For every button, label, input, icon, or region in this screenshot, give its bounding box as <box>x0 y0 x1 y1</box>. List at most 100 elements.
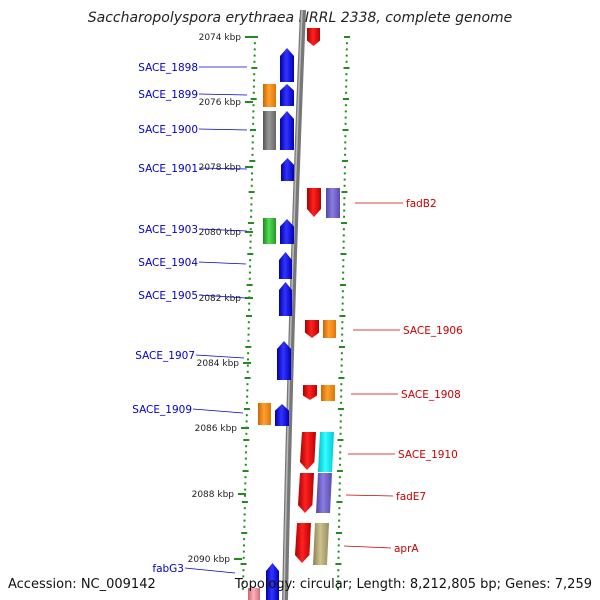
ruler-tick-right <box>339 451 342 454</box>
ruler-tick-left <box>247 339 250 342</box>
ruler-tick-right <box>338 513 341 516</box>
ruler-tick-right <box>337 544 340 547</box>
ruler-tick-right <box>344 110 347 113</box>
gene-label-left[interactable]: SACE_1909 <box>132 404 192 416</box>
ruler-tick-right <box>336 470 343 472</box>
ruler-tick-right <box>339 426 342 429</box>
ruler-tick-left <box>245 432 248 435</box>
gene-label-left[interactable]: SACE_1907 <box>135 350 195 362</box>
gene-label-left[interactable]: fabG3 <box>152 563 184 575</box>
gene-leader-line <box>198 167 248 170</box>
gene-label-right[interactable]: fadE7 <box>396 491 426 503</box>
ruler-tick-right <box>342 228 345 231</box>
gene-label-right[interactable]: SACE_1910 <box>398 449 458 461</box>
ruler-tick-left <box>247 222 254 224</box>
ruler-tick-right <box>337 550 340 553</box>
ruler-tick-left <box>242 569 245 572</box>
ruler-tick-right <box>342 265 345 268</box>
gene-leader-line <box>198 128 248 131</box>
ruler-tick-right <box>335 563 342 565</box>
gene-box-fadE7-partner <box>316 473 332 513</box>
ruler-tick-left <box>245 445 248 448</box>
ruler-tick-right <box>342 246 345 249</box>
ruler-tick-right <box>339 420 342 423</box>
genome-backbone <box>282 9 306 600</box>
gene-arrow-SACE_1906 <box>305 320 319 338</box>
ruler-tick-right <box>335 532 342 534</box>
gene-label-left[interactable]: SACE_1898 <box>138 62 198 74</box>
ruler-tick-left <box>244 377 251 379</box>
ruler-tick-left <box>242 581 245 584</box>
gene-label-right[interactable]: SACE_1906 <box>403 325 463 337</box>
ruler-tick-left <box>252 116 255 119</box>
gene-label-right[interactable]: SACE_1908 <box>401 389 461 401</box>
ruler-tick-right <box>337 408 344 410</box>
gene-arrow-top <box>307 28 320 46</box>
ruler-tick-left <box>251 67 258 69</box>
gene-label-left[interactable]: SACE_1901 <box>138 163 198 175</box>
ruler-tick-left <box>244 457 247 460</box>
ruler-tick-right <box>337 587 340 590</box>
ruler-tick-left <box>245 346 252 348</box>
ruler-tick-left <box>253 54 256 57</box>
gene-label-right[interactable]: aprA <box>394 543 419 555</box>
ruler-tick-right <box>341 296 344 299</box>
ruler-tick-left <box>247 321 250 324</box>
kbp-mark-tick <box>243 362 251 364</box>
ruler-tick-left <box>248 308 251 311</box>
ruler-tick-left <box>245 420 248 423</box>
gene-box-SACE_1899-partner <box>263 84 276 107</box>
ruler-tick-left <box>244 463 247 466</box>
gene-arrow-SACE_1910 <box>300 432 316 470</box>
gene-features <box>248 28 340 600</box>
ruler-tick-left <box>249 259 252 262</box>
gene-arrow-SACE_1904 <box>279 252 292 279</box>
gene-label-right[interactable]: fadB2 <box>406 198 437 210</box>
ruler-tick-right <box>338 488 341 491</box>
ruler-tick-left <box>253 42 256 45</box>
gene-label-left[interactable]: SACE_1904 <box>138 257 198 269</box>
kbp-ruler <box>240 36 350 590</box>
ruler-tick-right <box>337 439 344 441</box>
ruler-tick-left <box>243 507 246 510</box>
ruler-tick-right <box>345 85 348 88</box>
ruler-tick-right <box>343 203 346 206</box>
gene-leader-line <box>198 294 247 299</box>
gene-label-left[interactable]: SACE_1899 <box>138 89 198 101</box>
ruler-tick-right <box>344 116 347 119</box>
gene-label-left[interactable]: SACE_1900 <box>138 124 198 136</box>
ruler-tick-left <box>251 147 254 150</box>
gene-leader-line <box>198 261 247 265</box>
kbp-mark-label: 2090 kbp <box>188 555 231 565</box>
gene-label-left[interactable]: SACE_1903 <box>138 224 198 236</box>
ruler-tick-left <box>251 135 254 138</box>
ruler-tick-left <box>244 451 247 454</box>
ruler-tick-left <box>250 184 253 187</box>
ruler-tick-right <box>340 370 343 373</box>
gene-label-left[interactable]: SACE_1905 <box>138 290 198 302</box>
ruler-tick-left <box>253 79 256 82</box>
ruler-tick-right <box>344 135 347 138</box>
kbp-mark-tick <box>245 231 253 233</box>
ruler-tick-right <box>340 389 343 392</box>
ruler-tick-left <box>252 36 258 38</box>
ruler-tick-right <box>344 153 347 156</box>
ruler-tick-right <box>342 240 345 243</box>
gene-arrow-SACE_1909 <box>275 404 289 426</box>
ruler-tick-left <box>245 414 248 417</box>
gene-arrow-SACE_1905 <box>279 282 292 316</box>
ruler-tick-right <box>342 234 345 237</box>
ruler-tick-right <box>343 166 346 169</box>
ruler-tick-right <box>341 321 344 324</box>
ruler-tick-left <box>246 401 249 404</box>
ruler-tick-right <box>345 91 348 94</box>
ruler-tick-right <box>345 60 348 63</box>
kbp-mark-label: 2082 kbp <box>199 294 242 304</box>
ruler-tick-left <box>248 191 255 193</box>
gene-arrow-fabG3 <box>266 563 279 600</box>
ruler-tick-right <box>337 581 340 584</box>
ruler-tick-right <box>338 519 341 522</box>
ruler-tick-left <box>246 370 249 373</box>
ruler-tick-right <box>345 42 348 45</box>
kbp-mark-label: 2084 kbp <box>197 359 240 369</box>
